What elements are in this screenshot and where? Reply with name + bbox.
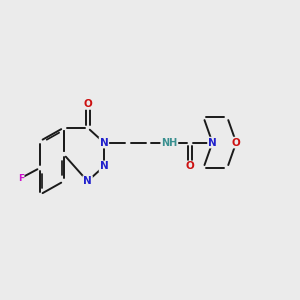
Text: F: F [18, 174, 24, 183]
Text: NH: NH [161, 138, 177, 148]
Text: O: O [83, 99, 92, 109]
Text: N: N [208, 138, 217, 148]
Text: N: N [100, 138, 108, 148]
Text: N: N [83, 176, 92, 186]
Text: O: O [186, 161, 194, 171]
Text: N: N [100, 161, 108, 171]
Text: O: O [232, 138, 241, 148]
